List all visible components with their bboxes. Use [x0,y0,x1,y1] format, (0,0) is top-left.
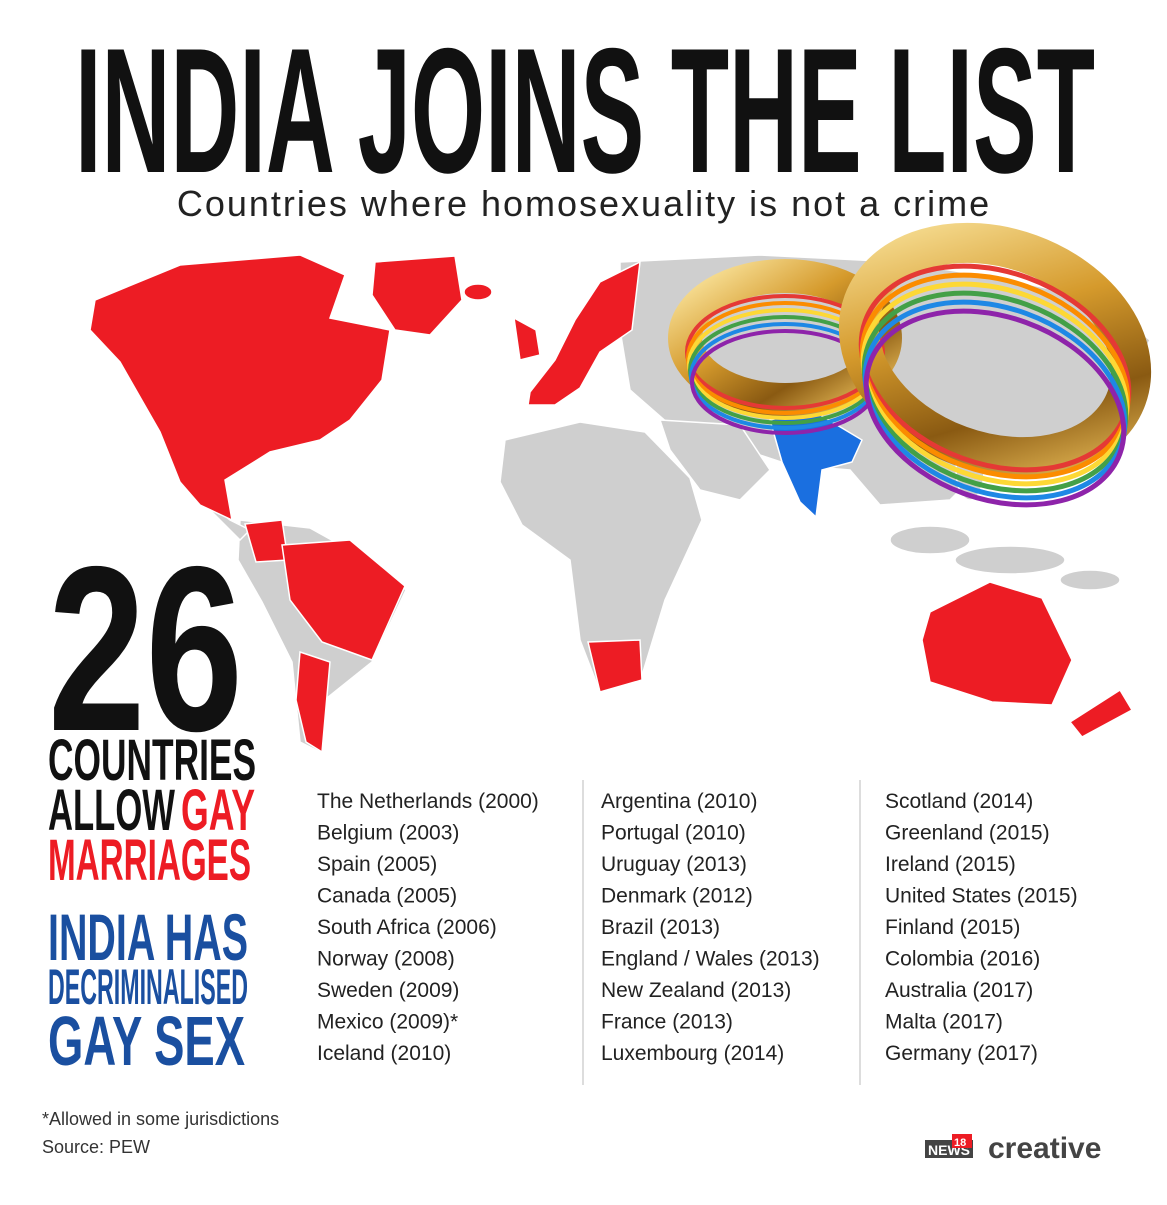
country-entry: Brazil (2013) [601,916,720,939]
country-entry: Australia (2017) [885,979,1033,1002]
stat-highlight: GAY [181,778,255,843]
footnote: *Allowed in some jurisdictions [42,1109,279,1129]
stat-number: 26 [48,517,243,780]
logo: NEWS 18 creative [925,1132,1101,1165]
country-entry: Norway (2008) [317,948,455,971]
country-entry: Sweden (2009) [317,979,459,1002]
country-entry: Canada (2005) [317,885,457,908]
country-entry: South Africa (2006) [317,916,497,939]
country-entry: Spain (2005) [317,853,437,876]
stat-line: COUNTRIES [48,728,256,793]
country-entry: Ireland (2015) [885,853,1016,876]
country-entry: Greenland (2015) [885,822,1050,845]
country-entry: The Netherlands (2000) [317,790,539,813]
country-entry: Uruguay (2013) [601,853,747,876]
country-entry: Argentina (2010) [601,790,757,813]
india-note: DECRIMINALISED [48,959,248,1015]
country-entry: Germany (2017) [885,1042,1038,1065]
logo-number: 18 [954,1137,966,1149]
country-entry: France (2013) [601,1011,733,1034]
stat-line: MARRIAGES [48,828,251,893]
country-entry: Iceland (2010) [317,1042,451,1065]
country-entry: Colombia (2016) [885,948,1040,971]
country-entry: Luxembourg (2014) [601,1042,784,1065]
logo-box [952,1134,972,1148]
country-lists: The Netherlands (2000) Belgium (2003) Spai… [317,790,1078,1065]
india-note: GAY SEX [48,1002,245,1080]
logo-word: creative [988,1132,1101,1165]
country-entry: Denmark (2012) [601,885,753,908]
india-note: INDIA HAS [48,900,248,974]
stat-line: ALLOW [48,778,175,843]
source: Source: PEW [42,1137,150,1157]
country-entry: Scotland (2014) [885,790,1033,813]
subtitle: Countries where homosexuality is not a c… [177,183,991,224]
country-entry: Belgium (2003) [317,822,459,845]
country-entry: Portugal (2010) [601,822,746,845]
country-entry: United States (2015) [885,885,1078,908]
rings [668,222,1152,508]
country-entry: Finland (2015) [885,916,1020,939]
title: INDIA JOINS THE LIST [75,11,1095,210]
country-entry: Mexico (2009)* [317,1011,458,1034]
country-entry: England / Wales (2013) [601,948,820,971]
country-entry: Malta (2017) [885,1011,1003,1034]
country-entry: New Zealand (2013) [601,979,791,1002]
